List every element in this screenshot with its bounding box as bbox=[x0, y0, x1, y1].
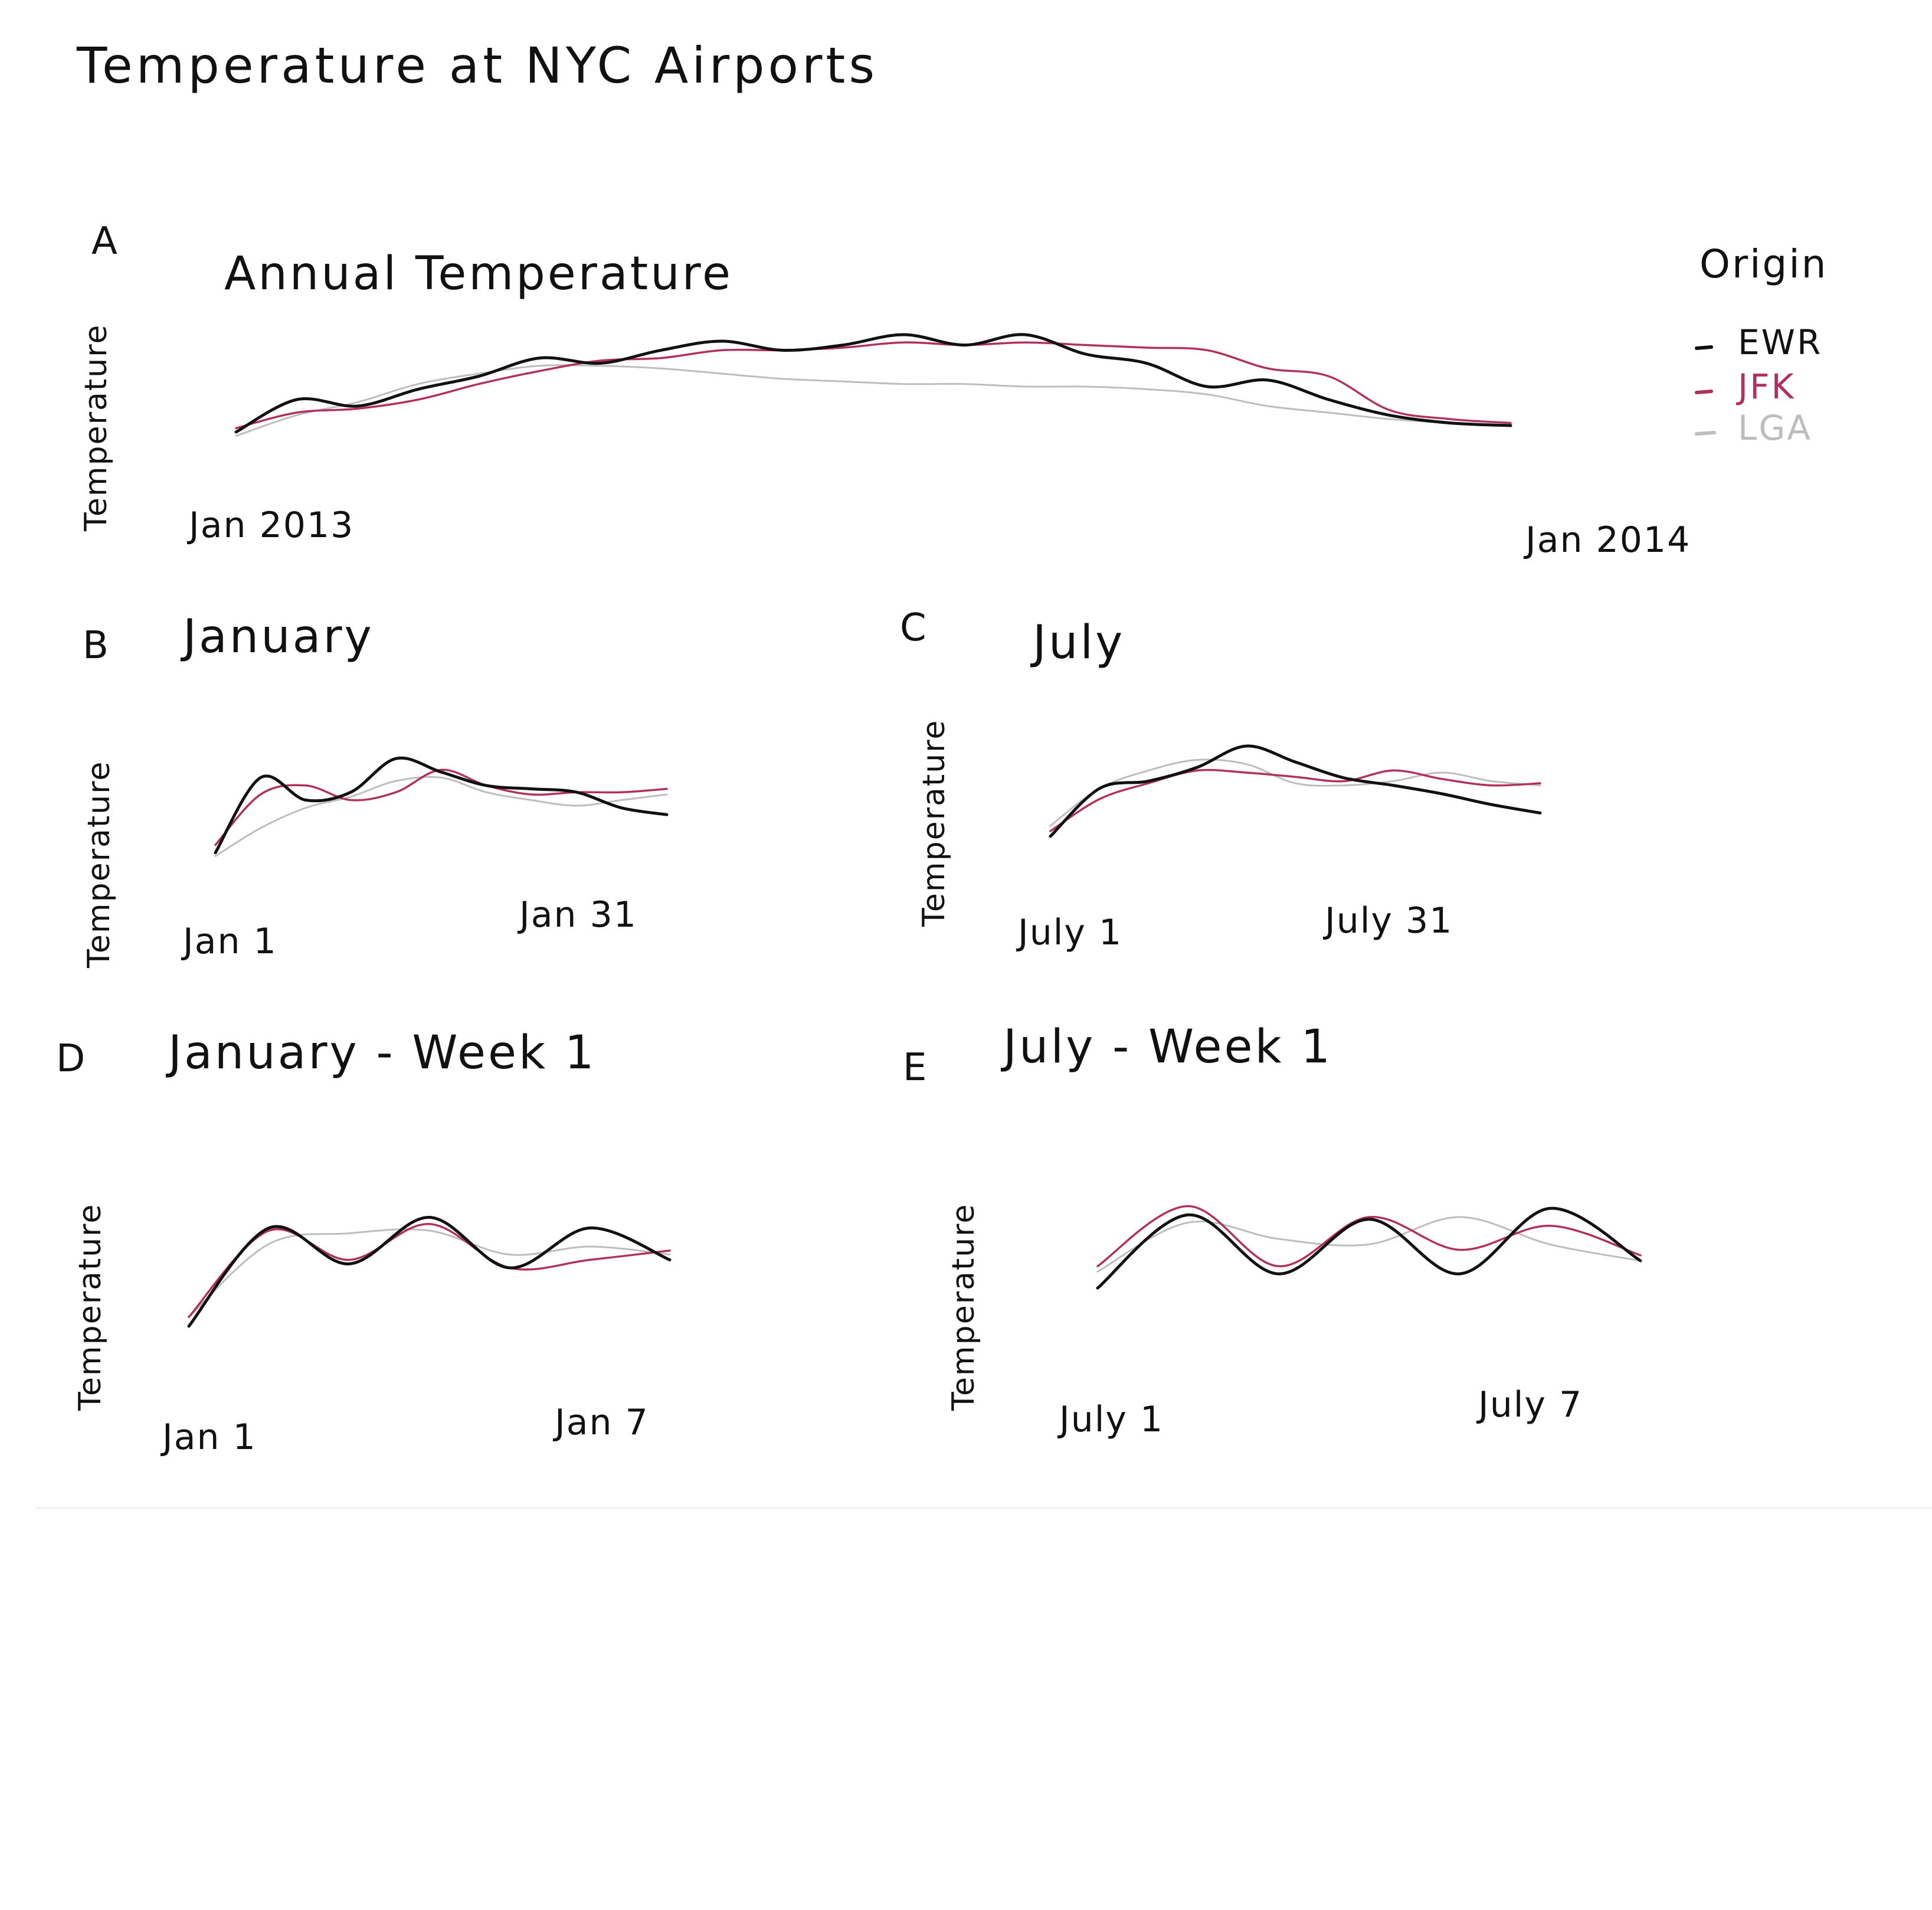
series-line-d-jfk bbox=[188, 1223, 671, 1319]
series-line-c-jfk bbox=[1049, 768, 1541, 832]
panel-c-x-start-label: July 1 bbox=[1016, 912, 1122, 953]
panel-c-title: July bbox=[1030, 616, 1125, 669]
panel-e: E July - Week 1 Temperature July 1 July … bbox=[903, 1021, 1642, 1440]
panel-e-letter: E bbox=[903, 1046, 926, 1090]
legend-label-ewr: EWR bbox=[1738, 322, 1822, 362]
legend-swatch-jfk bbox=[1695, 390, 1713, 394]
series-line-d-lga bbox=[188, 1228, 671, 1318]
panel-e-x-start-label: July 1 bbox=[1057, 1399, 1164, 1440]
series-line-b-ewr bbox=[214, 756, 669, 855]
series-line-e-jfk bbox=[1096, 1205, 1642, 1268]
panel-c-x-end-label: July 31 bbox=[1322, 900, 1453, 941]
panel-a-ylabel: Temperature bbox=[78, 324, 114, 532]
panel-d: D January - Week 1 Temperature Jan 1 Jan… bbox=[56, 1026, 672, 1458]
panel-c: C July Temperature July 1 July 31 bbox=[900, 606, 1542, 953]
series-line-e-ewr bbox=[1096, 1206, 1642, 1290]
legend-swatch-ewr bbox=[1695, 345, 1713, 350]
series-line-b-jfk bbox=[214, 768, 668, 846]
series-line-b-lga bbox=[214, 776, 668, 857]
series-line-d-ewr bbox=[187, 1215, 672, 1328]
legend-title: Origin bbox=[1699, 241, 1828, 287]
panel-a-letter: A bbox=[91, 220, 117, 263]
panel-e-title: July - Week 1 bbox=[1000, 1021, 1332, 1074]
panel-b: B January Temperature Jan 1 Jan 31 bbox=[81, 610, 669, 969]
panel-a-title: Annual Temperature bbox=[224, 247, 733, 300]
panel-b-letter: B bbox=[83, 624, 109, 668]
panel-c-letter: C bbox=[900, 606, 926, 650]
legend-swatch-lga bbox=[1695, 431, 1716, 436]
series-line-c-ewr bbox=[1049, 744, 1542, 838]
series-line-a-ewr bbox=[234, 333, 1512, 434]
series-line-c-lga bbox=[1049, 758, 1541, 827]
page-title: Temperature at NYC Airports bbox=[76, 37, 878, 94]
panel-d-letter: D bbox=[56, 1037, 85, 1081]
panel-b-x-start-label: Jan 1 bbox=[181, 921, 277, 962]
panel-d-x-start-label: Jan 1 bbox=[160, 1417, 257, 1458]
panel-c-ylabel: Temperature bbox=[916, 719, 952, 927]
legend: Origin EWR JFK LGA bbox=[1695, 241, 1828, 448]
panel-b-title: January bbox=[180, 610, 374, 663]
panel-d-ylabel: Temperature bbox=[73, 1203, 108, 1411]
panel-b-plot bbox=[214, 756, 669, 857]
legend-label-lga: LGA bbox=[1738, 408, 1812, 448]
panel-a-x-end-label: Jan 2014 bbox=[1523, 519, 1691, 561]
legend-label-jfk: JFK bbox=[1736, 367, 1796, 407]
panel-a: A Annual Temperature Temperature Jan 201… bbox=[78, 220, 1691, 561]
panel-e-ylabel: Temperature bbox=[946, 1203, 981, 1411]
series-line-e-lga bbox=[1096, 1216, 1642, 1273]
panel-d-x-end-label: Jan 7 bbox=[552, 1402, 649, 1443]
panel-a-plot bbox=[234, 333, 1512, 437]
panel-b-ylabel: Temperature bbox=[81, 761, 117, 969]
panel-e-x-end-label: July 7 bbox=[1476, 1384, 1583, 1425]
panel-d-plot bbox=[187, 1215, 672, 1328]
series-line-a-jfk bbox=[235, 341, 1512, 430]
series-line-a-lga bbox=[235, 364, 1512, 437]
panel-e-plot bbox=[1096, 1205, 1642, 1290]
panel-a-x-start-label: Jan 2013 bbox=[186, 505, 354, 546]
panel-d-title: January - Week 1 bbox=[165, 1026, 597, 1080]
panel-c-plot bbox=[1049, 744, 1542, 838]
panel-b-x-end-label: Jan 31 bbox=[517, 894, 637, 936]
